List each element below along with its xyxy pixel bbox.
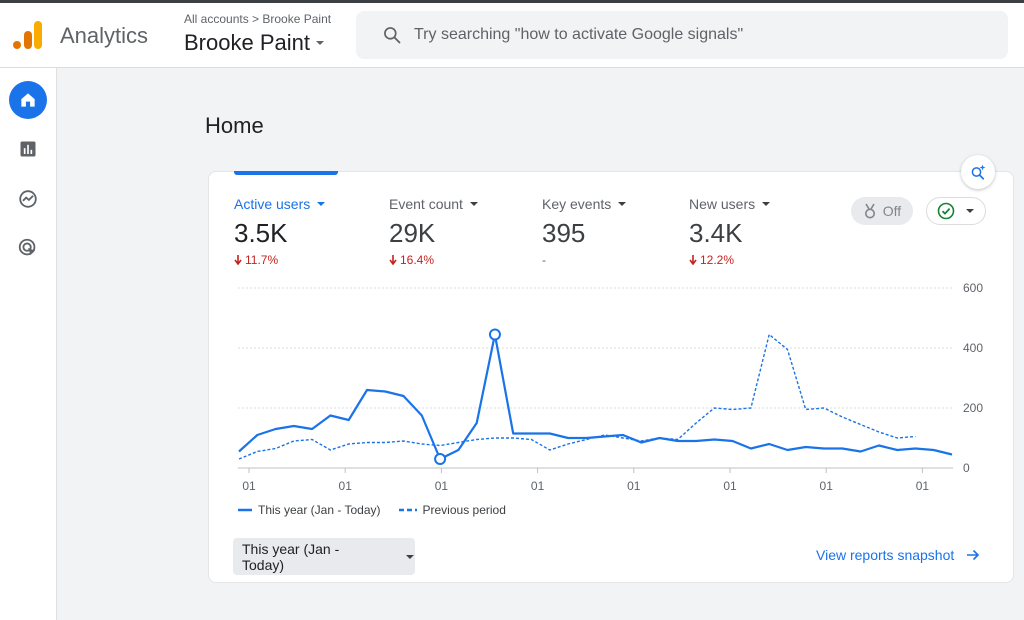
x-tick-month: May — [622, 493, 645, 495]
breadcrumb[interactable]: All accounts > Brooke Paint — [184, 12, 332, 26]
arrow-down-icon — [234, 255, 242, 265]
data-point-marker — [488, 328, 501, 341]
caret-down-icon — [406, 554, 415, 559]
metric-new-users[interactable]: New users 3.4K 12.2% — [689, 196, 771, 267]
arrow-down-icon — [689, 255, 697, 265]
explore-icon — [19, 190, 37, 208]
metric-label: Key events — [542, 196, 612, 212]
metric-key-events[interactable]: Key events 395 - — [542, 196, 627, 267]
page-title: Home — [205, 113, 264, 138]
metric-label: Active users — [234, 196, 311, 212]
view-reports-snapshot-link[interactable]: View reports snapshot — [816, 547, 980, 563]
y-tick-label: 0 — [963, 461, 970, 475]
metric-delta: 12.2% — [700, 253, 735, 267]
caret-down-icon — [317, 202, 326, 206]
analytics-logo-icon[interactable] — [12, 19, 44, 51]
x-tick-day: 01 — [531, 479, 545, 493]
metric-value: 395 — [542, 218, 586, 248]
caret-down-icon — [618, 202, 627, 206]
caret-down-icon — [966, 209, 974, 213]
metric-delta: 16.4% — [400, 253, 435, 267]
side-navigation — [0, 68, 57, 620]
y-tick-label: 400 — [963, 341, 983, 355]
top-border — [0, 0, 1024, 3]
property-selector[interactable]: Brooke Paint — [184, 30, 326, 56]
top-header: Analytics All accounts > Brooke Paint Br… — [0, 3, 1024, 68]
active-tab-indicator — [234, 171, 338, 175]
chart-legend: This year (Jan - Today) Previous period — [238, 503, 516, 517]
date-range-label: This year (Jan - Today) — [242, 540, 340, 573]
nav-explore-button[interactable] — [9, 180, 47, 218]
x-tick-day: 01 — [435, 479, 449, 493]
caret-down-icon — [315, 41, 324, 45]
legend-previous: Previous period — [398, 503, 506, 517]
arrow-down-icon — [389, 255, 397, 265]
metric-value: 3.4K — [689, 218, 743, 248]
nav-home-button[interactable] — [9, 81, 47, 119]
legend-label: Previous period — [422, 503, 506, 517]
arrow-right-icon — [967, 549, 980, 561]
x-tick-month: Jul — [819, 493, 834, 495]
x-tick-month: Apr — [528, 493, 547, 495]
x-tick-day: 01 — [242, 479, 256, 493]
legend-this-year: This year (Jan - Today) — [238, 503, 381, 517]
toggle-label: Off — [882, 203, 902, 219]
overview-card — [208, 171, 1014, 583]
active-users-chart: 020040060001Jan01Feb01Mar01Apr01May01Jun… — [238, 281, 983, 495]
data-quality-dropdown[interactable] — [926, 197, 986, 225]
date-range-button[interactable]: This year (Jan - Today) — [233, 538, 415, 575]
dashed-line-swatch — [398, 508, 417, 512]
property-name: Brooke Paint — [184, 30, 310, 55]
x-tick-day: 01 — [339, 479, 353, 493]
solid-line-swatch — [238, 508, 252, 512]
x-tick-month: Aug — [912, 493, 933, 495]
x-tick-day: 01 — [916, 479, 930, 493]
data-point-marker — [434, 453, 447, 465]
caret-down-icon — [762, 202, 771, 206]
metric-label: Event count — [389, 196, 463, 212]
x-tick-day: 01 — [627, 479, 641, 493]
x-tick-month: Jun — [720, 493, 739, 495]
previous-period-line — [238, 333, 916, 460]
caret-down-icon — [469, 202, 478, 206]
medal-icon — [864, 203, 875, 219]
reports-icon — [20, 141, 36, 157]
insights-toggle[interactable]: Off — [851, 197, 913, 225]
x-tick-day: 01 — [723, 479, 737, 493]
nav-advertising-button[interactable] — [9, 229, 47, 267]
x-tick-month: Feb — [335, 493, 356, 495]
y-tick-label: 600 — [963, 281, 983, 295]
x-tick-month: Mar — [431, 493, 452, 495]
app-name: Analytics — [60, 23, 149, 48]
nav-reports-button[interactable] — [9, 130, 47, 168]
search-icon — [384, 27, 401, 44]
x-tick-month: Jan — [239, 493, 258, 495]
y-tick-label: 200 — [963, 401, 983, 415]
metric-active-users[interactable]: Active users 3.5K 11.7% — [234, 196, 326, 267]
metric-value: 29K — [389, 218, 436, 248]
this-year-line — [238, 333, 953, 461]
check-circle-icon — [937, 202, 955, 220]
x-tick-day: 01 — [820, 479, 834, 493]
link-label: View reports snapshot — [816, 547, 955, 563]
search-insights-icon — [971, 164, 986, 180]
search-input[interactable] — [412, 25, 996, 45]
legend-label: This year (Jan - Today) — [258, 503, 381, 517]
metric-label: New users — [689, 196, 756, 212]
insights-button[interactable] — [961, 155, 995, 189]
advertising-icon — [18, 238, 36, 256]
metric-delta: 11.7% — [245, 253, 279, 267]
search-bar[interactable] — [356, 11, 1008, 59]
metric-event-count[interactable]: Event count 29K 16.4% — [389, 196, 479, 267]
metric-value: 3.5K — [234, 218, 288, 248]
home-icon — [21, 93, 35, 107]
metric-delta: - — [542, 253, 546, 267]
